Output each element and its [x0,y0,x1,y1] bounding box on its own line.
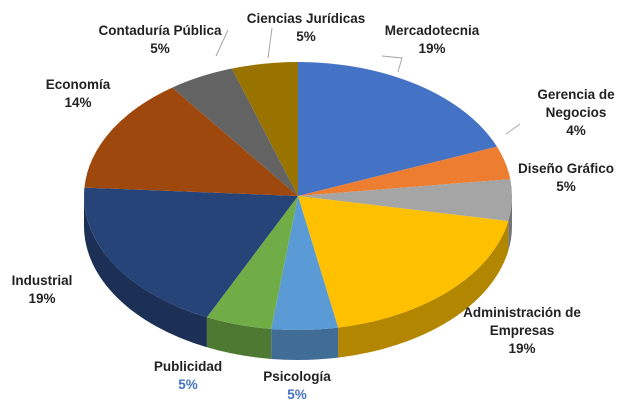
slice [298,179,512,252]
slice [298,196,509,358]
label: Contaduría Pública 5% [98,23,222,56]
slice [298,62,497,196]
slice-top [84,187,299,318]
slice-top [231,62,298,196]
leader-line [505,123,521,135]
slice-top [172,68,298,196]
slice-side [84,196,207,348]
label: Mercadotecnia 19% [384,23,480,56]
slice [206,196,298,359]
slice-top [271,196,339,330]
leader-line [267,27,273,59]
slice-side [508,196,512,252]
slice-top [298,146,511,196]
slice-top [298,62,497,196]
slice [84,87,299,196]
slice [298,146,511,196]
label: Economía 14% [45,77,111,110]
label: Industrial 19% [11,273,73,306]
slice-top [206,196,298,329]
label: Ciencias Jurídicas 5% [246,11,366,44]
slice-top [84,87,299,196]
label: Diseño Gráfico 5% [517,161,615,194]
label: Gerencia de Negocios 4% [537,87,615,138]
slice-top [298,196,509,328]
label: Publicidad 5% [153,359,223,392]
slice-side [271,327,339,360]
slice [271,196,339,360]
slice-side [206,317,272,359]
slice-side [338,221,509,358]
leader-line [381,55,403,73]
leader-line [215,29,229,57]
slice-top [298,179,512,222]
slice [172,68,298,196]
label: Administración de Empresas 19% [463,305,581,356]
label: Psicología 5% [263,369,331,402]
slice [231,62,298,196]
slice [84,187,299,348]
